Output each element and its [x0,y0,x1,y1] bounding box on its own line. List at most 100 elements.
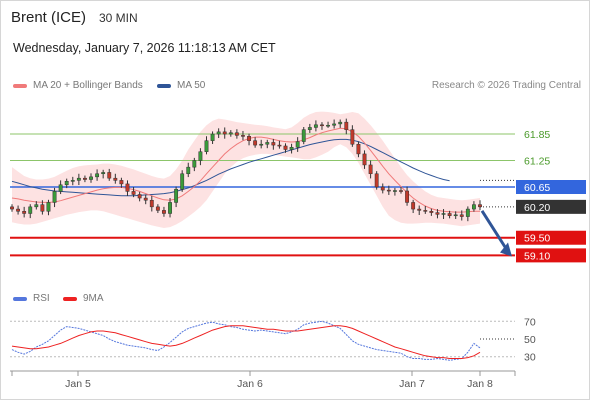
candle [411,199,416,214]
candle-body [247,136,251,141]
candle [392,187,397,196]
candle [46,199,51,216]
candle [228,130,233,137]
x-tick-label-3: Jan 8 [467,378,493,390]
candle [216,128,221,139]
legend-ma50-label: MA 50 [177,80,206,91]
level-tag-3 [516,199,586,214]
candle [271,138,276,150]
candle-body [283,145,288,150]
ma20-line [11,127,480,213]
candle-body [472,204,476,210]
candle [52,187,57,208]
legend-bollinger[interactable]: MA 20 + Bollinger Bands [13,80,143,91]
candle-body [34,204,39,208]
candle-body [465,208,470,217]
candle-body [180,173,185,190]
candle [453,211,458,219]
candle [307,123,312,133]
rsi-line [11,320,481,361]
legend-rsi-ma[interactable]: 9MA [63,293,104,304]
legend-bollinger-label: MA 20 + Bollinger Bands [33,80,143,91]
level-label-2: 60.65 [524,182,550,194]
candle [107,168,112,181]
rsi-tick-70: 70 [524,316,536,328]
candle-body [289,147,294,150]
candle [222,127,227,139]
rsi-tick-30: 30 [524,352,536,364]
candle [259,139,264,149]
candle-body [435,212,440,215]
candle-body [95,173,100,178]
candle [16,205,20,215]
candle-body [222,131,227,135]
candle [356,141,361,158]
candle-body [89,176,93,180]
candle [10,204,14,212]
candle [368,160,373,179]
level-label-4: 59.50 [524,233,550,245]
timeframe-label[interactable]: 30 MIN [99,11,138,25]
candle [472,201,476,212]
candle [295,137,300,152]
candle-body [228,132,233,135]
level-tag-5 [516,248,586,263]
candle [478,200,482,211]
legend-ma50[interactable]: MA 50 [157,80,205,91]
candle-body [350,129,355,145]
candle-body [234,132,239,136]
candle-body [295,141,300,148]
candle-body [307,127,312,130]
candle [192,157,197,172]
candle [405,186,409,206]
candle [174,186,179,208]
candle-body [459,214,464,217]
projection-arrow-shaft [480,210,508,250]
candle [289,143,294,154]
candle [338,119,343,128]
candle-body [326,124,330,127]
candle [149,195,154,212]
candle-body [301,129,306,142]
candle [155,204,160,214]
candle-body [368,164,373,175]
level-label-3: 60.20 [524,202,550,214]
candle-body [70,180,75,182]
candle-body [10,206,14,210]
legend-rsi-ma-swatch [63,296,77,301]
candle-body [332,123,337,126]
candle-body [186,166,191,175]
instrument-title: Brent (ICE) [11,9,87,26]
candle [186,162,191,178]
candle-body [149,199,154,208]
resistance-label-1: 61.25 [524,156,550,168]
candle-body [386,189,391,192]
candle-body [198,151,203,161]
bollinger-band-fill [12,111,480,228]
candle-body [192,160,197,168]
candle [89,173,93,183]
level-tag-4 [516,230,586,245]
candle [34,201,39,210]
candle-body [447,213,452,216]
candle-body [22,211,27,214]
legend-rsi[interactable]: RSI [13,293,50,304]
candle-body [137,194,142,199]
candle [465,206,470,222]
candle-body [320,124,324,127]
candle [326,121,330,128]
candle [253,137,258,148]
candle-body [259,143,264,146]
candle [429,208,434,216]
candle-body [362,153,367,166]
candle [277,140,282,149]
candle-body [16,208,20,212]
candle [344,118,349,135]
candle [241,130,245,141]
candle [417,205,422,216]
candle-body [417,208,422,211]
candle [362,150,367,169]
candle [435,209,440,219]
legend-bollinger-swatch [13,83,27,88]
